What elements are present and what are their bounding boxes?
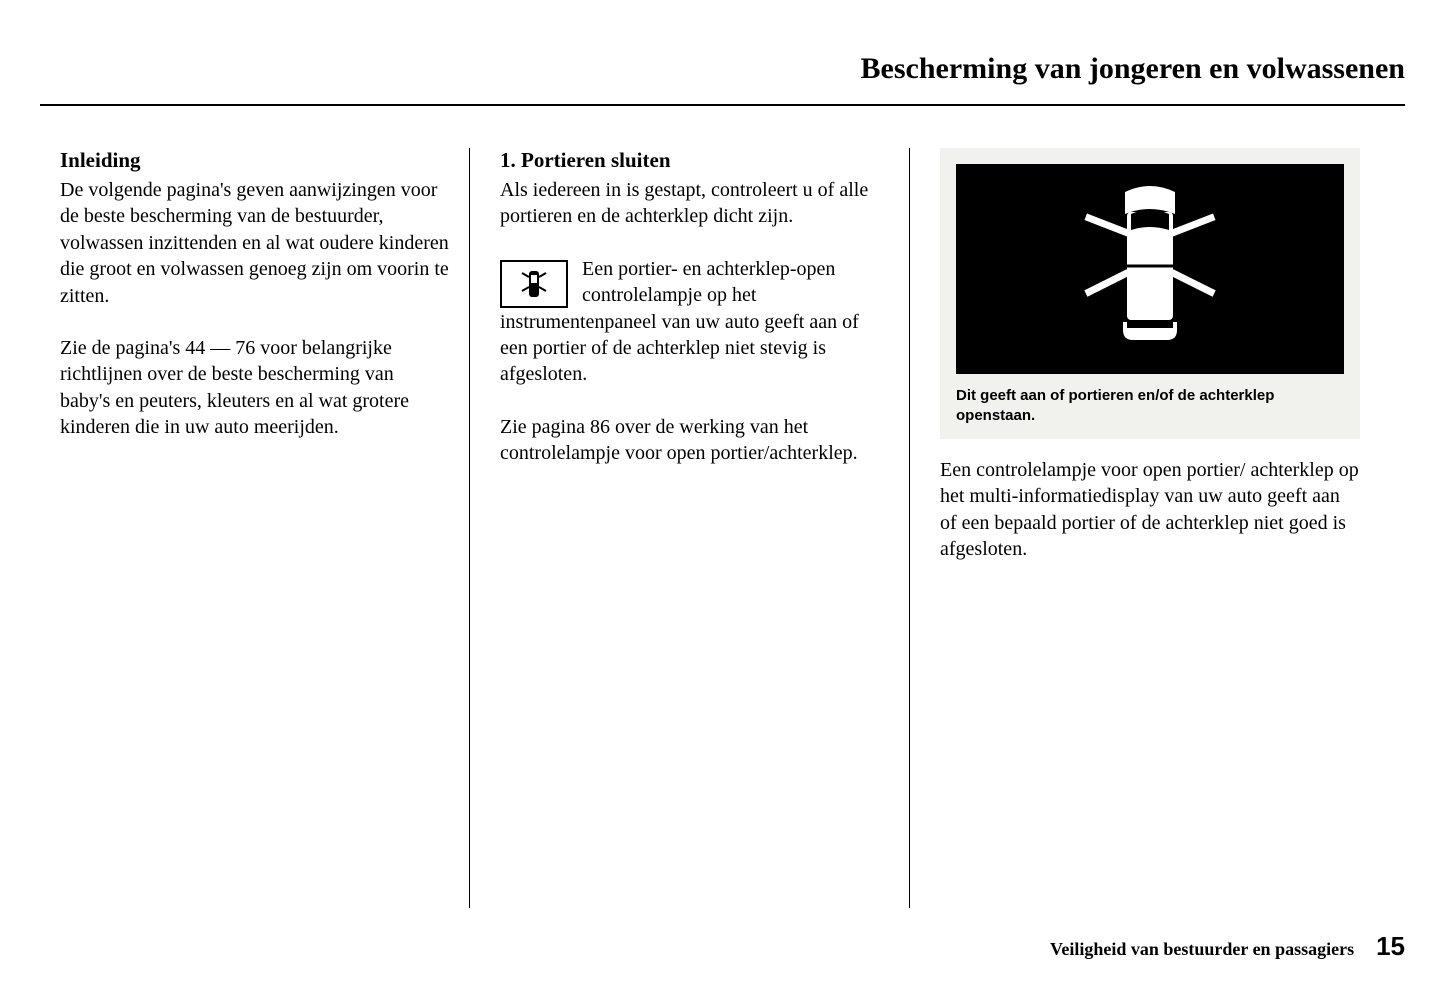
col2-icon-paragraph-block: Een portier- en achterklep-open controle…	[500, 256, 889, 388]
display-screen	[956, 164, 1344, 374]
page-title: Bescherming van jongeren en volwassenen	[40, 52, 1405, 86]
col2-paragraph-1: Als iedereen in is gestapt, controleert …	[500, 177, 889, 230]
page: Bescherming van jongeren en volwassenen …	[0, 0, 1445, 998]
col1-paragraph-1: De volgende pagina's geven aanwijzingen …	[60, 177, 449, 309]
col3-paragraph-1: Een controlelampje voor open portier/ ac…	[940, 457, 1360, 563]
column-1: Inleiding De volgende pagina's geven aan…	[40, 148, 470, 908]
page-footer: Veiligheid van bestuurder en passagiers …	[1050, 931, 1405, 962]
footer-page-number: 15	[1376, 931, 1405, 962]
col1-heading: Inleiding	[60, 148, 449, 173]
col2-paragraph-3: Zie pagina 86 over de werking van het co…	[500, 414, 889, 467]
figure-caption: Dit geeft aan of portieren en/of de acht…	[956, 386, 1344, 425]
column-3: Dit geeft aan of portieren en/of de acht…	[910, 148, 1380, 908]
page-header: Bescherming van jongeren en volwassenen	[40, 52, 1405, 106]
col1-paragraph-2: Zie de pagina's 44 — 76 voor belangrijke…	[60, 335, 449, 441]
door-open-indicator-icon	[500, 260, 568, 308]
footer-section-label: Veiligheid van bestuurder en passagiers	[1050, 939, 1354, 960]
col2-heading: 1. Portieren sluiten	[500, 148, 889, 173]
col2-icon-text-lead: Een portier- en achterklep-open controle…	[582, 256, 889, 309]
car-door-open-display-icon	[1055, 174, 1245, 364]
figure-box: Dit geeft aan of portieren en/of de acht…	[940, 148, 1360, 439]
col2-icon-text-rest: instrumentenpaneel van uw auto geeft aan…	[500, 309, 889, 388]
content-columns: Inleiding De volgende pagina's geven aan…	[40, 148, 1405, 908]
column-2: 1. Portieren sluiten Als iedereen in is …	[470, 148, 910, 908]
